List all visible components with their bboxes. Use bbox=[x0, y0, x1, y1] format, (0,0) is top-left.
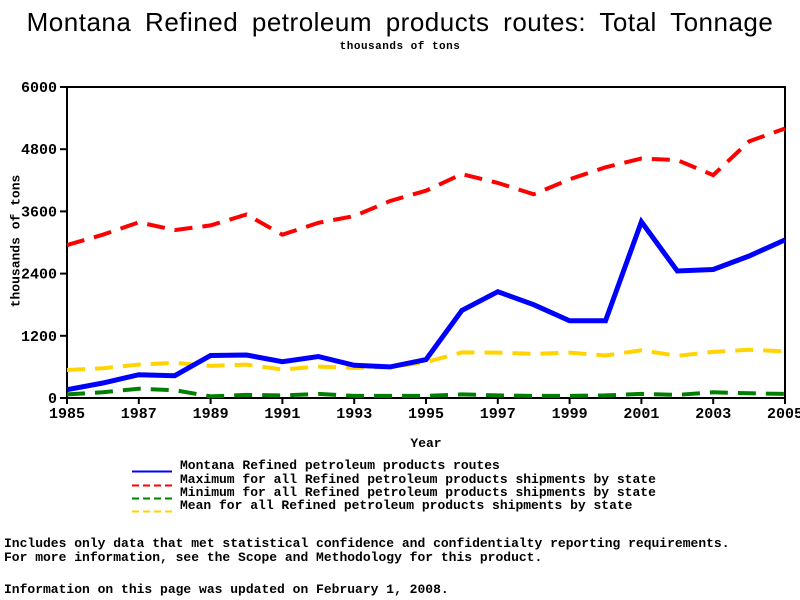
legend-label: Mean for all Refined petroleum products … bbox=[180, 498, 633, 514]
svg-text:1993: 1993 bbox=[336, 406, 372, 423]
chart-title: Montana Refined petroleum products route… bbox=[26, 7, 774, 37]
svg-text:2003: 2003 bbox=[695, 406, 731, 423]
svg-text:1987: 1987 bbox=[121, 406, 157, 423]
svg-text:2005: 2005 bbox=[767, 406, 800, 423]
svg-text:2400: 2400 bbox=[21, 267, 57, 284]
legend-line-swatch-blue bbox=[132, 462, 172, 473]
legend-line-swatch-red bbox=[132, 476, 172, 487]
svg-text:2001: 2001 bbox=[623, 406, 659, 423]
footnote-confidence: Includes only data that met statistical … bbox=[4, 536, 730, 551]
chart-subtitle: thousands of tons bbox=[339, 41, 461, 53]
legend-item-maximum: Maximum for all Refined petroleum produc… bbox=[132, 471, 656, 487]
footnote-updated-date: Information on this page was updated on … bbox=[4, 582, 449, 597]
legend-item-montana-routes: Montana Refined petroleum products route… bbox=[132, 458, 656, 474]
svg-text:1995: 1995 bbox=[408, 406, 444, 423]
svg-text:1200: 1200 bbox=[21, 329, 57, 346]
line-chart-plot: 0 1200 2400 3600 4800 6000 1985 1987 1989 1991 199… bbox=[21, 80, 800, 423]
legend-line-swatch-yellow bbox=[132, 502, 172, 513]
legend-label: Minimum for all Refined petroleum produc… bbox=[180, 484, 656, 500]
svg-text:1985: 1985 bbox=[49, 406, 85, 423]
x-axis-label: Year bbox=[410, 436, 442, 451]
legend-item-mean: Mean for all Refined petroleum products … bbox=[132, 498, 656, 514]
legend-label: Montana Refined petroleum products route… bbox=[180, 458, 500, 474]
legend-label: Maximum for all Refined petroleum produc… bbox=[180, 471, 656, 487]
svg-text:1999: 1999 bbox=[552, 406, 588, 423]
svg-text:1991: 1991 bbox=[264, 406, 300, 423]
svg-text:3600: 3600 bbox=[21, 204, 57, 221]
legend-line-swatch-green bbox=[132, 489, 172, 500]
legend-item-minimum: Minimum for all Refined petroleum produc… bbox=[132, 484, 656, 500]
chart-legend: Montana Refined petroleum products route… bbox=[132, 459, 656, 513]
svg-text:4800: 4800 bbox=[21, 142, 57, 159]
svg-text:0: 0 bbox=[48, 391, 57, 408]
footnote-methodology: For more information, see the Scope and … bbox=[4, 550, 543, 565]
svg-text:1989: 1989 bbox=[193, 406, 229, 423]
svg-text:1997: 1997 bbox=[480, 406, 516, 423]
svg-text:6000: 6000 bbox=[21, 80, 57, 97]
